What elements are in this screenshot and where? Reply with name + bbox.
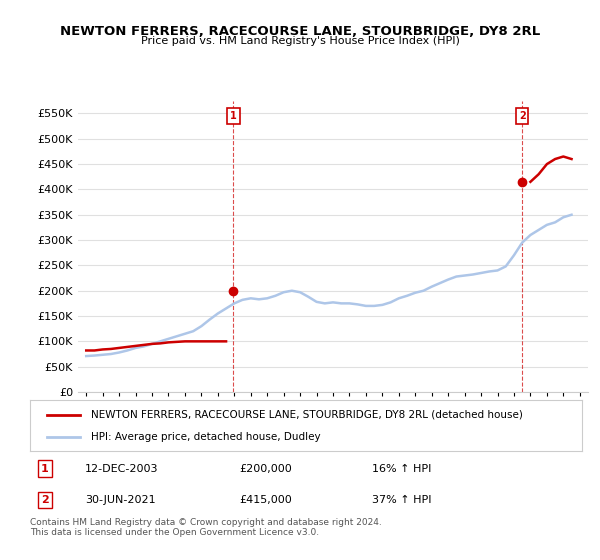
Text: 2: 2 bbox=[41, 495, 49, 505]
Text: 12-DEC-2003: 12-DEC-2003 bbox=[85, 464, 158, 474]
Text: 16% ↑ HPI: 16% ↑ HPI bbox=[372, 464, 431, 474]
Text: Price paid vs. HM Land Registry's House Price Index (HPI): Price paid vs. HM Land Registry's House … bbox=[140, 36, 460, 46]
Text: £200,000: £200,000 bbox=[240, 464, 293, 474]
Text: 1: 1 bbox=[230, 111, 237, 121]
Text: 2: 2 bbox=[519, 111, 526, 121]
Text: NEWTON FERRERS, RACECOURSE LANE, STOURBRIDGE, DY8 2RL: NEWTON FERRERS, RACECOURSE LANE, STOURBR… bbox=[60, 25, 540, 38]
Text: 1: 1 bbox=[41, 464, 49, 474]
Text: £415,000: £415,000 bbox=[240, 495, 293, 505]
Text: Contains HM Land Registry data © Crown copyright and database right 2024.
This d: Contains HM Land Registry data © Crown c… bbox=[30, 518, 382, 538]
Text: NEWTON FERRERS, RACECOURSE LANE, STOURBRIDGE, DY8 2RL (detached house): NEWTON FERRERS, RACECOURSE LANE, STOURBR… bbox=[91, 409, 523, 419]
Text: 37% ↑ HPI: 37% ↑ HPI bbox=[372, 495, 432, 505]
Text: HPI: Average price, detached house, Dudley: HPI: Average price, detached house, Dudl… bbox=[91, 432, 320, 442]
Text: 30-JUN-2021: 30-JUN-2021 bbox=[85, 495, 156, 505]
